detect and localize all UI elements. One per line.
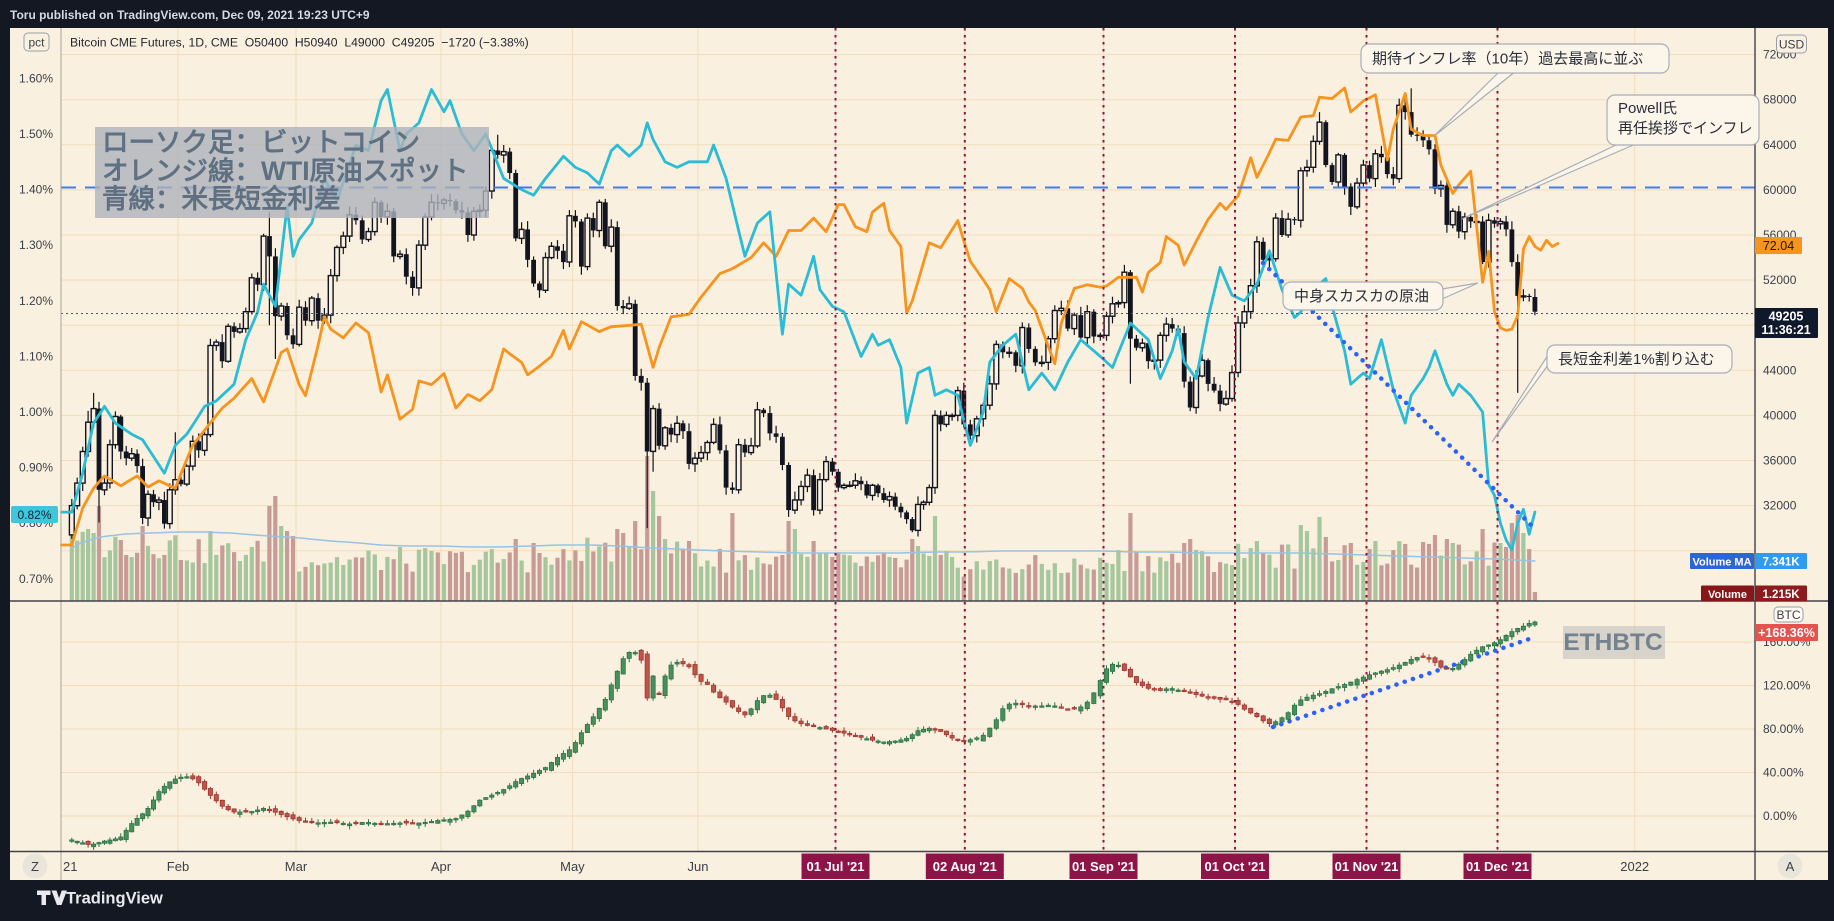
svg-text:01 Oct '21: 01 Oct '21: [1205, 859, 1266, 874]
svg-text:Mar: Mar: [285, 859, 308, 874]
svg-text:再任挨拶でインフレ: 再任挨拶でインフレ: [1618, 120, 1753, 137]
svg-text:Powell氏: Powell氏: [1618, 100, 1677, 117]
svg-text:ETHBTC: ETHBTC: [1563, 629, 1663, 656]
svg-text:長短金利差1%割り込む: 長短金利差1%割り込む: [1558, 351, 1715, 368]
svg-text:01 Dec '21: 01 Dec '21: [1466, 859, 1529, 874]
svg-text:TradingView: TradingView: [66, 890, 163, 908]
svg-text:1.10%: 1.10%: [19, 349, 53, 363]
svg-text:1.50%: 1.50%: [19, 127, 53, 141]
svg-text:0.90%: 0.90%: [19, 461, 53, 475]
svg-text:49205: 49205: [1769, 310, 1804, 324]
svg-text:Z: Z: [31, 859, 39, 874]
svg-text:01 Jul '21: 01 Jul '21: [806, 859, 864, 874]
svg-text:1.40%: 1.40%: [19, 183, 53, 197]
svg-text:40.00%: 40.00%: [1763, 766, 1804, 780]
svg-text:0.00%: 0.00%: [1763, 809, 1797, 823]
svg-text:May: May: [560, 859, 585, 874]
svg-text:オレンジ線：WTI原油スポット: オレンジ線：WTI原油スポット: [102, 156, 469, 186]
svg-text:Volume: Volume: [1708, 589, 1747, 601]
svg-text:01 Sep '21: 01 Sep '21: [1072, 859, 1135, 874]
svg-text:11:36:21: 11:36:21: [1761, 323, 1810, 337]
svg-text:BTC: BTC: [1777, 608, 1801, 622]
svg-text:21: 21: [63, 859, 77, 874]
svg-text:36000: 36000: [1763, 454, 1797, 468]
svg-text:pct: pct: [28, 36, 45, 50]
svg-text:0.70%: 0.70%: [19, 572, 53, 586]
svg-text:Volume MA: Volume MA: [1692, 557, 1751, 569]
svg-text:1.20%: 1.20%: [19, 294, 53, 308]
svg-text:Feb: Feb: [167, 859, 189, 874]
svg-text:60000: 60000: [1763, 183, 1797, 197]
svg-text:1.30%: 1.30%: [19, 238, 53, 252]
svg-text:ローソク足：ビットコイン: ローソク足：ビットコイン: [102, 128, 420, 158]
svg-text:80.00%: 80.00%: [1763, 722, 1804, 736]
svg-text:2022: 2022: [1620, 859, 1649, 874]
svg-text:01 Nov '21: 01 Nov '21: [1335, 859, 1399, 874]
svg-text:120.00%: 120.00%: [1763, 679, 1811, 693]
svg-text:1.215K: 1.215K: [1762, 589, 1800, 601]
svg-text:青線：米長短金利差: 青線：米長短金利差: [102, 184, 341, 214]
svg-text:0.82%: 0.82%: [17, 508, 51, 522]
svg-text:32000: 32000: [1763, 499, 1797, 513]
svg-text:1.60%: 1.60%: [19, 71, 53, 85]
svg-text:7.341K: 7.341K: [1762, 557, 1800, 569]
svg-text:Jun: Jun: [688, 859, 709, 874]
svg-text:64000: 64000: [1763, 138, 1797, 152]
svg-text:02 Aug '21: 02 Aug '21: [933, 859, 997, 874]
svg-text:Bitcoin CME Futures, 1D, CME: Bitcoin CME Futures, 1D, CME O50400 H509…: [70, 36, 529, 50]
svg-text:Apr: Apr: [431, 859, 452, 874]
svg-text:40000: 40000: [1763, 408, 1797, 422]
svg-text:A: A: [1786, 859, 1795, 874]
svg-text:1.00%: 1.00%: [19, 405, 53, 419]
svg-text:期待インフレ率（10年）過去最高に並ぶ: 期待インフレ率（10年）過去最高に並ぶ: [1372, 51, 1643, 68]
svg-text:+168.36%: +168.36%: [1758, 626, 1815, 640]
svg-text:Toru published on TradingView.: Toru published on TradingView.com, Dec 0…: [10, 8, 370, 22]
svg-text:44000: 44000: [1763, 363, 1797, 377]
svg-text:USD: USD: [1779, 38, 1805, 52]
svg-text:72.04: 72.04: [1763, 239, 1794, 253]
svg-text:52000: 52000: [1763, 273, 1797, 287]
svg-text:68000: 68000: [1763, 93, 1797, 107]
svg-text:中身スカスカの原油: 中身スカスカの原油: [1294, 288, 1429, 305]
